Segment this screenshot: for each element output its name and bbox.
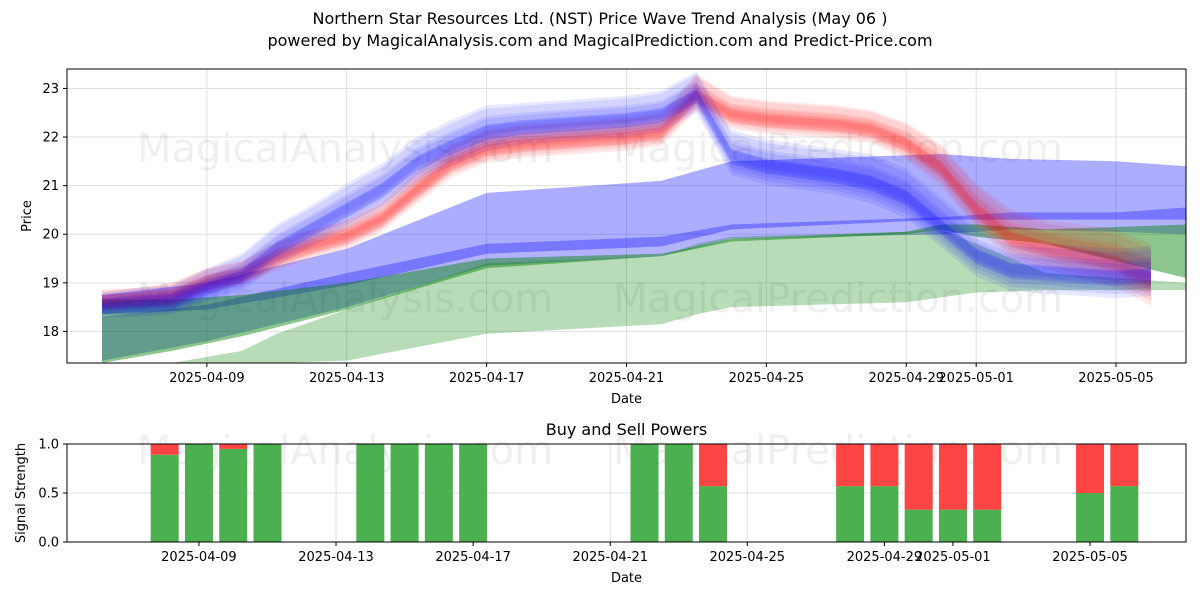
buy-bar bbox=[1110, 486, 1139, 542]
buy-bar bbox=[699, 486, 728, 542]
y-tick-label: 20 bbox=[42, 228, 59, 243]
wave-layer bbox=[102, 74, 1151, 316]
sell-bar bbox=[1076, 444, 1105, 493]
chart-title: Northern Star Resources Ltd. (NST) Price… bbox=[312, 9, 888, 28]
watermark: MagicalPrediction.com bbox=[613, 276, 1063, 322]
buy-bar bbox=[836, 486, 865, 542]
buy-bar bbox=[253, 444, 282, 542]
band-blue-band-upper bbox=[102, 154, 1186, 315]
y-tick-label: 18 bbox=[42, 325, 59, 340]
wave-blue-wave bbox=[102, 71, 1151, 318]
buy-bar bbox=[390, 444, 419, 542]
main-grid bbox=[67, 69, 1186, 363]
chart-subtitle: powered by MagicalAnalysis.com and Magic… bbox=[267, 31, 933, 50]
sell-bar bbox=[699, 444, 728, 487]
x-tick-label: 2025-04-29 bbox=[868, 371, 944, 386]
sell-bar bbox=[870, 444, 899, 487]
y-tick-label: 19 bbox=[42, 276, 59, 291]
wave-layer bbox=[102, 89, 1151, 305]
y-tick-label: 22 bbox=[42, 131, 59, 146]
wave-layer bbox=[102, 84, 1151, 306]
x-axis-label: Date bbox=[611, 571, 642, 586]
x-tick-label: 2025-04-29 bbox=[847, 550, 923, 565]
y-axis-label: Signal Strength bbox=[14, 443, 29, 543]
y-tick-label: 0.5 bbox=[38, 487, 59, 502]
power-x-axis: 2025-04-09 2025-04-13 2025-04-17 2025-04-21… bbox=[161, 542, 1128, 565]
watermark: MagicalPrediction.com bbox=[613, 126, 1063, 172]
main-y-axis: 18 19 20 21 22 23 bbox=[42, 82, 67, 340]
buy-bar bbox=[424, 444, 453, 542]
buy-bar bbox=[630, 444, 659, 542]
buy-bar bbox=[459, 444, 488, 542]
sell-bar bbox=[836, 444, 865, 487]
x-tick-label: 2025-05-01 bbox=[915, 550, 991, 565]
band-green-band-lower bbox=[102, 229, 1186, 363]
sell-bar bbox=[938, 444, 967, 510]
buy-bar bbox=[664, 444, 693, 542]
buy-bar bbox=[870, 486, 899, 542]
wave-core bbox=[102, 88, 1151, 310]
sell-bar bbox=[904, 444, 933, 510]
x-tick-label: 2025-04-17 bbox=[435, 550, 511, 565]
x-tick-label: 2025-04-25 bbox=[710, 550, 786, 565]
x-tick-label: 2025-04-21 bbox=[589, 371, 665, 386]
buy-bar bbox=[184, 444, 213, 542]
wave-red-wave bbox=[102, 73, 1151, 311]
y-tick-label: 21 bbox=[42, 179, 59, 194]
buy-bar bbox=[938, 509, 967, 542]
x-tick-label: 2025-04-25 bbox=[729, 371, 805, 386]
x-axis-label: Date bbox=[611, 392, 642, 407]
wave-layer bbox=[102, 89, 1151, 310]
y-axis-label: Price bbox=[20, 200, 35, 232]
wave-layer bbox=[102, 83, 1151, 312]
wave-layer bbox=[102, 90, 1151, 309]
watermark: MagicalAnalysis.com bbox=[137, 276, 553, 322]
buy-bar bbox=[219, 448, 248, 542]
buy-bar bbox=[973, 509, 1002, 542]
x-tick-label: 2025-04-21 bbox=[572, 550, 648, 565]
price-chart: MagicalAnalysis.com MagicalPrediction.com… bbox=[20, 68, 1187, 407]
wave-layer bbox=[102, 73, 1151, 311]
buy-bar bbox=[1076, 493, 1105, 542]
band-green-band-upper bbox=[102, 224, 1186, 363]
wave-core bbox=[102, 88, 1151, 315]
wave-layer bbox=[102, 71, 1151, 318]
main-x-axis: 2025-04-09 2025-04-13 2025-04-17 2025-04-21… bbox=[169, 363, 1154, 386]
x-tick-label: 2025-04-13 bbox=[309, 371, 385, 386]
x-tick-label: 2025-05-01 bbox=[938, 371, 1014, 386]
sell-bar bbox=[219, 444, 248, 449]
x-tick-label: 2025-04-09 bbox=[161, 550, 237, 565]
x-tick-label: 2025-04-13 bbox=[298, 550, 374, 565]
power-chart-title: Buy and Sell Powers bbox=[546, 420, 708, 439]
buy-bar bbox=[356, 444, 385, 542]
power-chart: MagicalAnalysis.comMagicalPrediction.com… bbox=[14, 420, 1187, 586]
power-y-axis: 0.0 0.5 1.0 bbox=[38, 438, 67, 551]
buy-bar bbox=[150, 454, 179, 542]
main-plot-area bbox=[102, 71, 1186, 363]
sell-bar bbox=[150, 444, 179, 455]
band-blue-band-lower bbox=[102, 207, 1186, 361]
y-tick-label: 23 bbox=[42, 82, 59, 97]
buy-bar bbox=[904, 509, 933, 542]
x-tick-label: 2025-04-09 bbox=[169, 371, 245, 386]
sell-bar bbox=[1110, 444, 1139, 487]
wave-layer bbox=[102, 82, 1151, 308]
x-tick-label: 2025-05-05 bbox=[1052, 550, 1128, 565]
x-tick-label: 2025-05-05 bbox=[1078, 371, 1154, 386]
sell-bar bbox=[973, 444, 1002, 510]
wave-layer bbox=[102, 81, 1151, 314]
wave-layer bbox=[102, 90, 1151, 304]
y-tick-label: 0.0 bbox=[38, 536, 59, 551]
watermarks: MagicalAnalysis.com MagicalPrediction.com… bbox=[137, 126, 1063, 322]
wave-layer bbox=[102, 76, 1151, 310]
watermark: MagicalAnalysis.com bbox=[137, 126, 553, 172]
power-bars bbox=[150, 444, 1139, 542]
y-tick-label: 1.0 bbox=[38, 438, 59, 453]
x-tick-label: 2025-04-17 bbox=[449, 371, 525, 386]
